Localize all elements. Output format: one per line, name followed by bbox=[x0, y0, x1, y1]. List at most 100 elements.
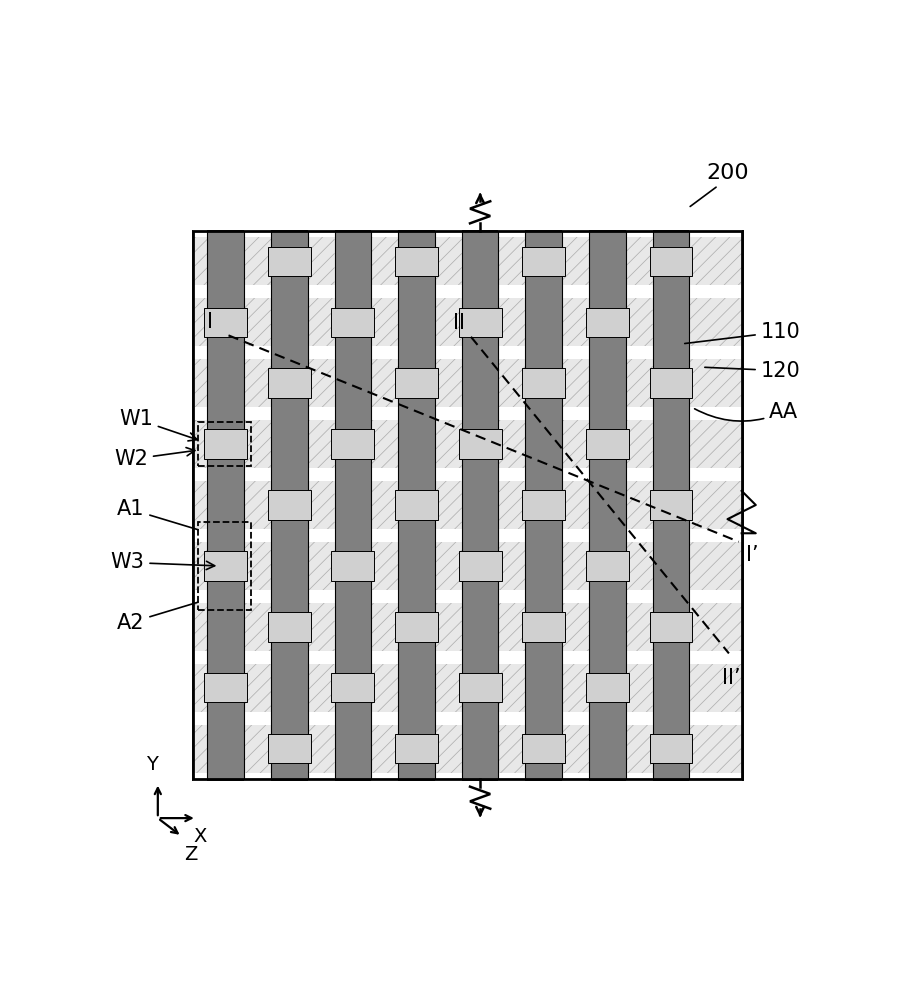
Text: X: X bbox=[193, 827, 207, 846]
Bar bbox=[268, 368, 311, 398]
Bar bbox=[307, 712, 334, 725]
Bar bbox=[331, 429, 374, 459]
Bar bbox=[193, 224, 207, 237]
Bar bbox=[458, 308, 501, 337]
Bar bbox=[307, 231, 334, 779]
Bar bbox=[689, 407, 741, 420]
Bar bbox=[458, 551, 501, 581]
Bar bbox=[589, 231, 625, 779]
Bar bbox=[193, 285, 207, 298]
Text: I: I bbox=[207, 312, 213, 332]
Bar bbox=[371, 712, 398, 725]
Bar bbox=[394, 247, 437, 276]
Bar bbox=[561, 224, 589, 237]
Bar bbox=[204, 551, 247, 581]
Text: II’: II’ bbox=[722, 668, 740, 688]
Bar bbox=[307, 590, 334, 603]
Bar bbox=[498, 773, 525, 786]
Bar bbox=[268, 612, 311, 642]
Bar bbox=[561, 651, 589, 664]
Text: W1: W1 bbox=[118, 409, 197, 441]
Bar bbox=[649, 612, 691, 642]
Bar bbox=[371, 346, 398, 359]
Bar bbox=[204, 673, 247, 702]
Bar bbox=[458, 429, 501, 459]
Bar bbox=[522, 247, 565, 276]
Bar bbox=[307, 468, 334, 481]
Bar bbox=[334, 231, 371, 779]
Bar bbox=[561, 407, 589, 420]
Bar bbox=[193, 651, 207, 664]
Bar bbox=[198, 522, 251, 610]
Bar bbox=[625, 231, 652, 779]
Bar bbox=[625, 590, 652, 603]
Bar bbox=[244, 224, 271, 237]
Text: I’: I’ bbox=[745, 545, 758, 565]
Bar bbox=[193, 529, 207, 542]
Bar bbox=[307, 224, 334, 237]
Bar bbox=[561, 468, 589, 481]
Bar bbox=[522, 368, 565, 398]
Bar bbox=[435, 468, 461, 481]
Bar bbox=[193, 468, 207, 481]
Bar bbox=[244, 285, 271, 298]
Bar bbox=[585, 673, 628, 702]
Bar bbox=[331, 551, 374, 581]
Bar bbox=[498, 651, 525, 664]
Bar bbox=[435, 224, 461, 237]
Bar bbox=[193, 590, 207, 603]
Bar bbox=[394, 490, 437, 520]
Bar bbox=[394, 612, 437, 642]
Bar bbox=[244, 651, 271, 664]
Bar bbox=[561, 590, 589, 603]
Bar bbox=[625, 224, 652, 237]
Bar bbox=[522, 490, 565, 520]
Bar bbox=[649, 368, 691, 398]
Bar bbox=[561, 529, 589, 542]
Bar bbox=[689, 285, 741, 298]
Bar bbox=[561, 346, 589, 359]
Bar bbox=[561, 773, 589, 786]
Bar bbox=[204, 429, 247, 459]
Bar bbox=[649, 490, 691, 520]
Bar bbox=[271, 231, 307, 779]
Text: W3: W3 bbox=[110, 552, 214, 572]
Bar bbox=[371, 224, 398, 237]
Text: II: II bbox=[453, 313, 465, 333]
Bar bbox=[625, 712, 652, 725]
Bar bbox=[625, 346, 652, 359]
Bar bbox=[498, 346, 525, 359]
Bar bbox=[307, 773, 334, 786]
Text: AA: AA bbox=[694, 402, 797, 422]
Bar bbox=[625, 773, 652, 786]
Bar bbox=[435, 529, 461, 542]
Bar bbox=[689, 231, 741, 779]
Bar bbox=[268, 734, 311, 763]
Bar bbox=[498, 468, 525, 481]
Bar bbox=[244, 231, 271, 779]
Bar bbox=[498, 590, 525, 603]
Bar bbox=[652, 231, 689, 779]
Bar bbox=[193, 773, 207, 786]
Bar bbox=[244, 590, 271, 603]
Text: Z: Z bbox=[184, 845, 198, 864]
Bar bbox=[371, 590, 398, 603]
Bar bbox=[461, 231, 498, 779]
Bar bbox=[307, 285, 334, 298]
Text: 120: 120 bbox=[704, 361, 800, 381]
Bar bbox=[498, 231, 525, 779]
Bar bbox=[625, 529, 652, 542]
Bar bbox=[371, 468, 398, 481]
Bar bbox=[649, 734, 691, 763]
Bar bbox=[268, 247, 311, 276]
Bar bbox=[498, 407, 525, 420]
Bar bbox=[307, 529, 334, 542]
Bar bbox=[689, 773, 741, 786]
Bar bbox=[193, 407, 207, 420]
Bar bbox=[398, 231, 435, 779]
Bar bbox=[193, 231, 741, 779]
Bar bbox=[498, 712, 525, 725]
Bar bbox=[435, 651, 461, 664]
Bar bbox=[371, 285, 398, 298]
Bar bbox=[435, 773, 461, 786]
